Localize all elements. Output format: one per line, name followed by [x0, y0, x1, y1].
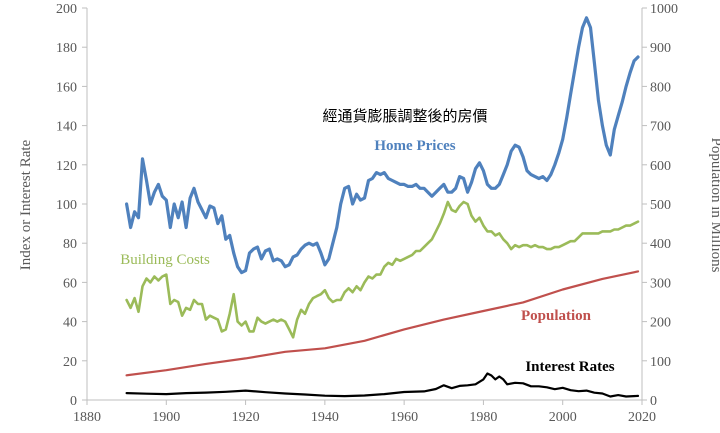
y2-tick-label: 700: [650, 120, 671, 135]
y2-tick-label: 400: [650, 237, 671, 252]
x-tick-label: 1880: [73, 410, 101, 425]
x-tick-label: 2020: [628, 410, 656, 425]
y2-tick-label: 900: [650, 41, 671, 56]
y2-tick-label: 600: [650, 159, 671, 174]
y-tick-label: 40: [63, 316, 77, 331]
y2-tick-label: 200: [650, 316, 671, 331]
y-tick-label: 180: [56, 41, 77, 56]
series-line-home-prices: [124, 16, 640, 275]
y-tick-label: 200: [56, 2, 77, 17]
y2-tick-label: 800: [650, 80, 671, 95]
y-axis-title: Index or Interest Rate: [18, 139, 34, 270]
building-costs-label: Building Costs: [120, 252, 210, 268]
x-tick-label: 1940: [311, 410, 339, 425]
x-tick-label: 1920: [232, 410, 260, 425]
y2-tick-label: 300: [650, 276, 671, 291]
y2-axis-title: Population in Millions: [708, 137, 720, 272]
y2-tick-label: 0: [650, 394, 657, 409]
y-tick-label: 20: [63, 355, 77, 370]
series-line-building-costs: [125, 200, 640, 339]
chart-axes: 1880 1900 1920 1940 1960 1980 2000 202002040608…: [56, 2, 678, 425]
x-tick-label: 1900: [152, 410, 180, 425]
y-tick-label: 60: [63, 276, 77, 291]
chart-title: 經通貨膨脹調整後的房價: [322, 107, 487, 125]
y-tick-label: 140: [56, 120, 77, 135]
y-tick-label: 100: [56, 198, 77, 213]
interest-rates-label: Interest Rates: [525, 359, 614, 375]
x-tick-label: 1960: [390, 410, 418, 425]
x-tick-label: 1980: [469, 410, 497, 425]
series-line-interest-rates: [125, 372, 640, 398]
y-tick-label: 120: [56, 159, 77, 174]
home-prices-label: Home Prices: [374, 138, 455, 154]
y2-tick-label: 1000: [650, 2, 678, 17]
population-label: Population: [521, 308, 592, 324]
y2-tick-label: 100: [650, 355, 671, 370]
x-tick-label: 2000: [549, 410, 577, 425]
series-line-population: [125, 270, 640, 377]
y-tick-label: 160: [56, 80, 77, 95]
y-tick-label: 80: [63, 237, 77, 252]
chart-series: [124, 16, 640, 398]
y2-tick-label: 500: [650, 198, 671, 213]
y-tick-label: 0: [70, 394, 77, 409]
